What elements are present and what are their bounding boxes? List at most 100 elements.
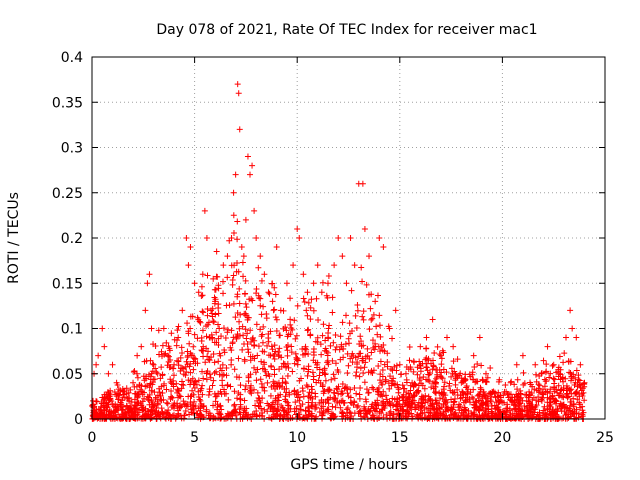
data-point	[439, 375, 446, 382]
data-point	[157, 375, 164, 382]
data-point	[438, 374, 445, 381]
data-point	[138, 382, 145, 389]
data-point	[359, 355, 366, 362]
data-point	[205, 319, 212, 326]
data-point	[231, 262, 238, 269]
data-point	[238, 244, 245, 251]
data-point	[241, 290, 248, 297]
data-point	[274, 407, 281, 414]
data-point	[191, 280, 198, 287]
data-point	[563, 391, 570, 398]
data-point	[453, 372, 460, 379]
data-point	[383, 411, 390, 418]
data-point	[526, 402, 533, 409]
data-point	[199, 308, 206, 315]
data-point	[341, 385, 348, 392]
data-point	[356, 350, 363, 357]
data-point	[198, 385, 205, 392]
data-point	[163, 339, 170, 346]
data-point	[154, 398, 161, 405]
data-point	[576, 393, 583, 400]
data-point	[425, 371, 432, 378]
data-point	[146, 271, 153, 278]
data-point	[357, 410, 364, 417]
data-point	[443, 334, 450, 341]
data-point	[247, 327, 254, 334]
data-point	[525, 413, 532, 420]
data-point	[175, 358, 182, 365]
data-point	[306, 389, 313, 396]
data-point	[357, 333, 364, 340]
data-point	[361, 379, 368, 386]
data-point	[516, 400, 523, 407]
data-point	[291, 387, 298, 394]
data-point	[282, 396, 289, 403]
data-point	[471, 402, 478, 409]
data-point	[438, 361, 445, 368]
data-point	[254, 366, 261, 373]
data-point	[368, 316, 375, 323]
data-point	[322, 371, 329, 378]
data-point	[271, 342, 278, 349]
data-point	[243, 335, 250, 342]
data-point	[240, 253, 247, 260]
data-point	[138, 402, 145, 409]
data-point	[161, 380, 168, 387]
data-point	[230, 212, 237, 219]
data-point	[294, 302, 301, 309]
data-point	[309, 369, 316, 376]
data-point	[280, 360, 287, 367]
data-point	[173, 342, 180, 349]
data-point	[251, 411, 258, 418]
data-point	[205, 348, 212, 355]
data-point	[330, 339, 337, 346]
data-point	[344, 370, 351, 377]
data-point	[230, 189, 237, 196]
data-point	[232, 314, 239, 321]
data-point	[377, 377, 383, 384]
data-point	[547, 390, 554, 397]
data-point	[266, 373, 273, 380]
data-point	[223, 302, 230, 309]
data-point	[296, 235, 303, 241]
data-point	[196, 396, 203, 403]
y-tick-label: 0.1	[61, 322, 83, 338]
data-point	[256, 403, 263, 410]
data-point	[362, 359, 369, 366]
data-point	[234, 236, 241, 243]
data-point	[229, 276, 236, 283]
data-point	[127, 386, 134, 393]
data-point	[259, 412, 266, 419]
data-point	[244, 346, 251, 353]
data-point	[168, 388, 175, 394]
data-point	[125, 397, 132, 404]
data-point	[265, 402, 272, 409]
data-point	[226, 411, 233, 418]
data-point	[569, 409, 576, 416]
data-point	[230, 272, 237, 279]
data-point	[546, 396, 553, 403]
data-point	[373, 323, 380, 330]
data-point	[482, 394, 489, 401]
data-point	[369, 315, 376, 322]
data-point	[410, 358, 417, 365]
data-point	[212, 311, 219, 318]
data-point	[478, 400, 485, 407]
data-point	[220, 278, 226, 285]
data-point	[299, 401, 306, 408]
data-point	[551, 398, 558, 405]
data-point	[568, 377, 575, 384]
data-point	[344, 405, 351, 412]
data-point	[331, 262, 338, 269]
data-point	[528, 390, 535, 397]
data-point	[330, 389, 337, 396]
data-point	[206, 357, 213, 364]
data-point	[213, 368, 220, 375]
data-point	[154, 370, 161, 377]
data-point	[190, 343, 197, 350]
data-point	[335, 368, 342, 375]
data-point	[454, 386, 461, 393]
data-point	[555, 382, 562, 389]
data-point	[514, 376, 521, 383]
data-point	[261, 387, 268, 394]
